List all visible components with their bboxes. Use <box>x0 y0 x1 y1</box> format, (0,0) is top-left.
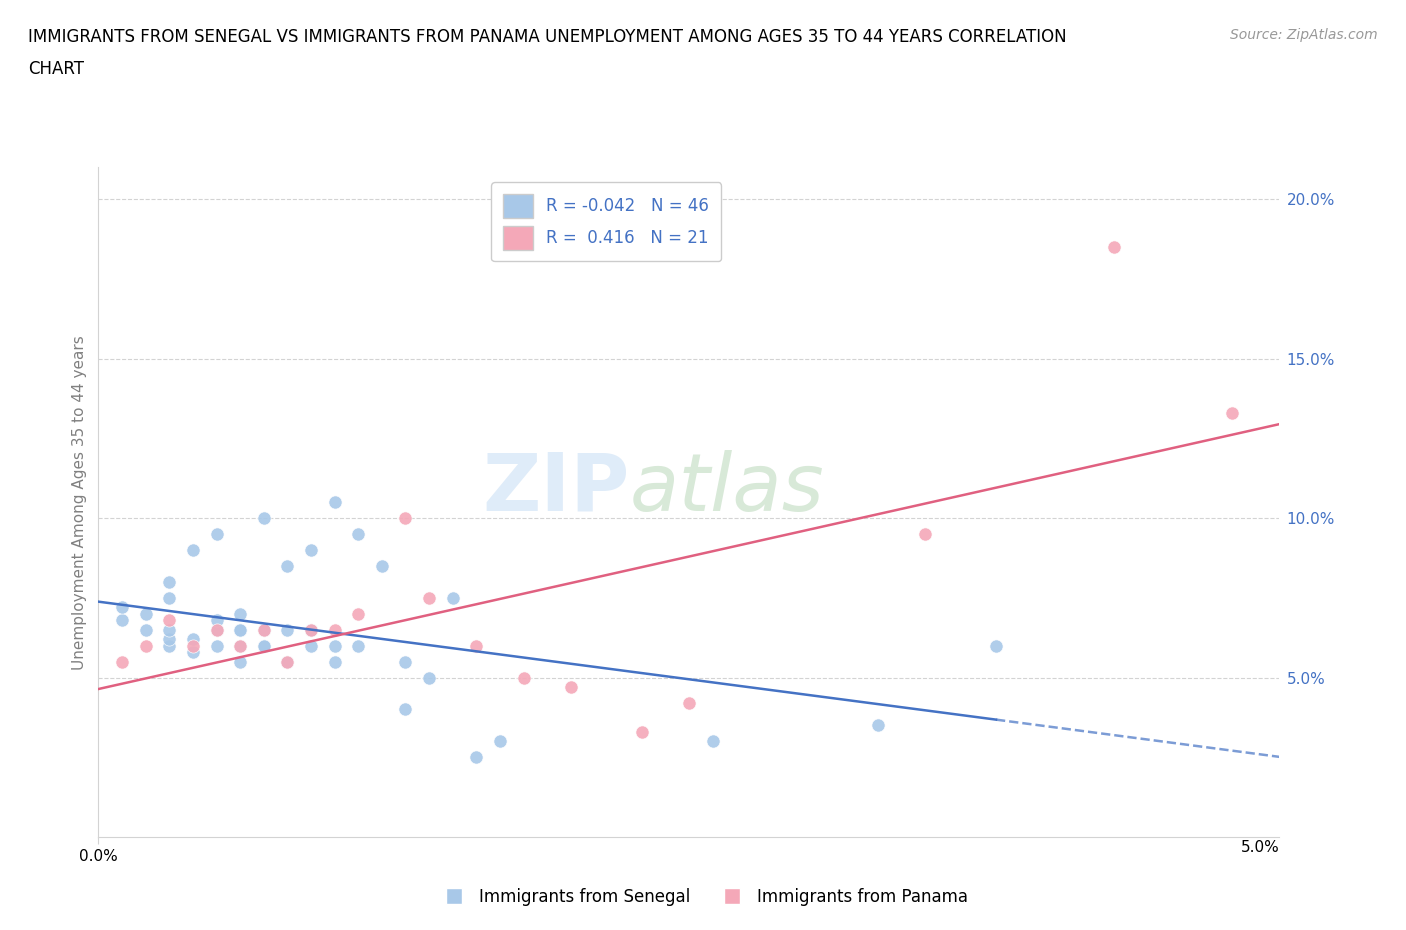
Point <box>181 542 204 557</box>
Point <box>157 631 180 646</box>
Point <box>229 638 252 653</box>
Text: atlas: atlas <box>630 450 825 528</box>
Point <box>157 575 180 590</box>
Point <box>229 638 252 653</box>
Point <box>253 511 276 525</box>
Point <box>512 671 534 685</box>
Point <box>914 526 936 541</box>
Point <box>299 638 322 653</box>
Point <box>465 638 488 653</box>
Point <box>465 750 488 764</box>
Point <box>866 718 889 733</box>
Point <box>347 606 370 621</box>
Legend: R = -0.042   N = 46, R =  0.416   N = 21: R = -0.042 N = 46, R = 0.416 N = 21 <box>492 182 721 261</box>
Point <box>630 724 652 739</box>
Point <box>394 511 416 525</box>
Point <box>560 680 582 695</box>
Text: CHART: CHART <box>28 60 84 78</box>
Point <box>205 613 228 628</box>
Point <box>678 696 700 711</box>
Legend: Immigrants from Senegal, Immigrants from Panama: Immigrants from Senegal, Immigrants from… <box>432 881 974 912</box>
Point <box>489 734 512 749</box>
Point <box>157 622 180 637</box>
Point <box>253 622 276 637</box>
Point <box>276 559 298 574</box>
Point <box>135 606 157 621</box>
Point <box>394 654 416 669</box>
Text: ZIP: ZIP <box>482 450 630 528</box>
Point <box>157 638 180 653</box>
Text: Source: ZipAtlas.com: Source: ZipAtlas.com <box>1230 28 1378 42</box>
Y-axis label: Unemployment Among Ages 35 to 44 years: Unemployment Among Ages 35 to 44 years <box>72 335 87 670</box>
Point <box>229 622 252 637</box>
Text: 5.0%: 5.0% <box>1240 841 1279 856</box>
Point <box>111 654 134 669</box>
Point <box>323 638 346 653</box>
Point <box>181 638 204 653</box>
Point <box>253 638 276 653</box>
Point <box>181 644 204 659</box>
Point <box>299 622 322 637</box>
Point <box>157 591 180 605</box>
Point <box>157 613 180 628</box>
Point <box>1220 405 1243 420</box>
Point <box>135 622 157 637</box>
Point <box>371 559 394 574</box>
Point <box>229 606 252 621</box>
Point <box>135 638 157 653</box>
Point <box>276 654 298 669</box>
Point <box>205 638 228 653</box>
Point <box>323 495 346 510</box>
Point <box>299 622 322 637</box>
Point <box>702 734 724 749</box>
Point <box>111 613 134 628</box>
Point <box>205 622 228 637</box>
Point <box>229 654 252 669</box>
Point <box>441 591 464 605</box>
Point <box>347 526 370 541</box>
Point <box>111 600 134 615</box>
Point <box>984 638 1007 653</box>
Text: IMMIGRANTS FROM SENEGAL VS IMMIGRANTS FROM PANAMA UNEMPLOYMENT AMONG AGES 35 TO : IMMIGRANTS FROM SENEGAL VS IMMIGRANTS FR… <box>28 28 1067 46</box>
Point <box>253 638 276 653</box>
Point <box>418 671 440 685</box>
Point <box>347 638 370 653</box>
Point <box>205 526 228 541</box>
Point <box>276 622 298 637</box>
Point <box>181 631 204 646</box>
Point <box>394 702 416 717</box>
Point <box>253 622 276 637</box>
Point <box>1102 240 1125 255</box>
Point <box>229 622 252 637</box>
Point <box>205 622 228 637</box>
Point <box>323 622 346 637</box>
Point <box>276 654 298 669</box>
Point <box>418 591 440 605</box>
Point <box>299 542 322 557</box>
Point <box>323 654 346 669</box>
